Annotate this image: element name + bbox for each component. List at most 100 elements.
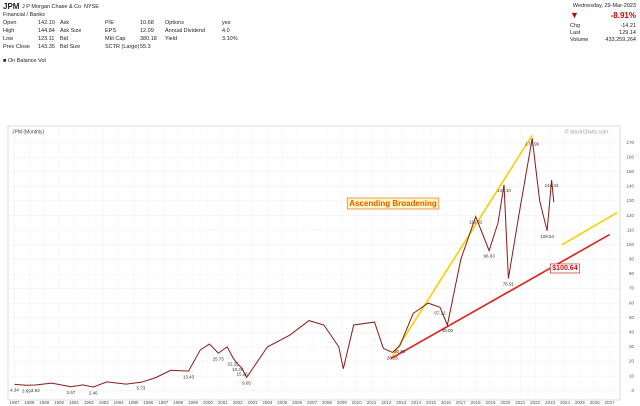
y-tick-label: 20 [629, 359, 635, 364]
x-tick-label: 2013 [396, 400, 407, 405]
y-tick-label: 60 [629, 300, 635, 305]
stat-label: SCTR (Large) [105, 44, 140, 50]
volume-label: Volume [570, 37, 589, 43]
x-tick-label: 2019 [486, 400, 497, 405]
chart-title: JPM (Monthly) [12, 129, 45, 135]
value-label: 22.25 [228, 361, 240, 366]
stat-value: 55.3 [140, 44, 151, 50]
annotation-box [549, 263, 581, 274]
stat-value: 12.09 [140, 28, 154, 34]
sector: Financial / Banks [3, 12, 45, 18]
x-tick-label: 1989 [39, 400, 50, 405]
trend-line [390, 134, 533, 360]
last-value: 129.14 [619, 30, 636, 36]
company-name: J P Morgan Chase & Co [22, 4, 82, 10]
header: JPM J P Morgan Chase & Co NYSE Financial… [0, 0, 640, 66]
x-tick-label: 2003 [248, 400, 259, 405]
stat-label: Bid [60, 36, 68, 42]
y-tick-label: 110 [627, 227, 635, 232]
x-tick-label: 2022 [530, 400, 541, 405]
stat-label: Ask Size [60, 28, 82, 34]
y-tick-label: 40 [629, 330, 635, 335]
y-tick-label: 80 [629, 271, 635, 276]
x-tick-label: 1996 [143, 400, 154, 405]
y-tick-label: 150 [626, 169, 634, 174]
value-label: 45.00 [442, 328, 454, 333]
y-tick-label: 70 [629, 286, 635, 291]
stat-label: EPS [105, 28, 117, 34]
x-tick-label: 2020 [500, 400, 511, 405]
stat-label: Yield [165, 36, 178, 42]
stat-value: 143.35 [38, 44, 55, 50]
stat-value: 380.18 [140, 36, 157, 42]
x-tick-label: 2026 [590, 400, 601, 405]
x-tick-label: 2017 [456, 400, 467, 405]
x-tick-label: 2007 [307, 400, 318, 405]
trend-line [561, 211, 618, 246]
y-tick-label: 170 [626, 140, 634, 145]
value-label: 57.12 [434, 311, 446, 316]
value-label: 141.10 [497, 188, 511, 193]
y-tick-label: 160 [626, 154, 634, 159]
value-label: 96.03 [483, 254, 495, 259]
value-label: 25.75 [213, 356, 225, 361]
x-tick-label: 2014 [411, 400, 422, 405]
trend-line [390, 233, 610, 360]
value-label: 18.35 [232, 367, 244, 372]
x-tick-label: 2023 [545, 400, 556, 405]
x-tick-label: 2016 [441, 400, 452, 405]
stat-label: Low [3, 36, 14, 42]
price-line [14, 138, 555, 388]
stat-value: 4.0 [222, 28, 230, 34]
stat-value: 144.84 [38, 28, 55, 34]
stat-label: Mkt Cap [105, 36, 126, 42]
stat-value: 142.10 [38, 20, 55, 26]
value-label: 3.93 [31, 388, 40, 393]
x-tick-label: 1994 [114, 400, 125, 405]
y-tick-label: 140 [626, 184, 634, 189]
plot-frame [7, 125, 621, 401]
value-label: 144.34 [545, 183, 559, 188]
value-label: 2.67 [67, 390, 76, 395]
x-tick-label: 1991 [69, 400, 80, 405]
value-label: 26.26 [387, 356, 399, 361]
x-tick-label: 2027 [605, 400, 616, 405]
y-tick-label: 0 [631, 388, 634, 393]
annotation-box [346, 197, 440, 210]
x-tick-label: 2008 [322, 400, 333, 405]
annotation: $100.64 [552, 265, 577, 272]
exchange: NYSE [84, 4, 99, 10]
value-label: 5.73 [137, 386, 146, 391]
y-tick-label: 90 [629, 257, 635, 262]
value-label: 9.05 [242, 381, 251, 386]
x-tick-label: 1999 [188, 400, 199, 405]
value-label: 76.91 [503, 282, 515, 287]
value-label: 172.96 [525, 141, 539, 146]
value-label: 15.26 [236, 372, 248, 377]
x-tick-label: 2025 [575, 400, 586, 405]
stat-label: High [3, 28, 15, 34]
stat-label: P/E [105, 20, 114, 26]
indicator: ■ On Balance Vol [3, 58, 46, 64]
y-tick-label: 120 [626, 213, 634, 218]
x-tick-label: 1990 [54, 400, 65, 405]
stat-value: 123.11 [38, 36, 55, 42]
x-tick-label: 1993 [99, 400, 110, 405]
x-tick-label: 2015 [426, 400, 437, 405]
value-label: 30.83 [394, 349, 406, 354]
y-tick-label: 50 [629, 315, 635, 320]
chart: JPM (Monthly) © StockCharts.com 0 10 20 30 4… [7, 125, 635, 405]
value-label: 109.54 [540, 234, 554, 239]
chg-label: Chg [570, 23, 581, 29]
x-tick-label: 2012 [381, 400, 392, 405]
value-label: 2.46 [89, 390, 98, 395]
value-label: 3.69 [22, 389, 31, 394]
x-tick-label: 2021 [515, 400, 526, 405]
ticker: JPM [3, 2, 20, 11]
x-tick-label: 2018 [471, 400, 482, 405]
quote-date: Wednesday, 29-Mar-2023 [572, 3, 636, 9]
x-tick-label: 2005 [277, 400, 288, 405]
y-tick-label: 10 [629, 373, 635, 378]
watermark: © StockCharts.com [565, 128, 608, 135]
